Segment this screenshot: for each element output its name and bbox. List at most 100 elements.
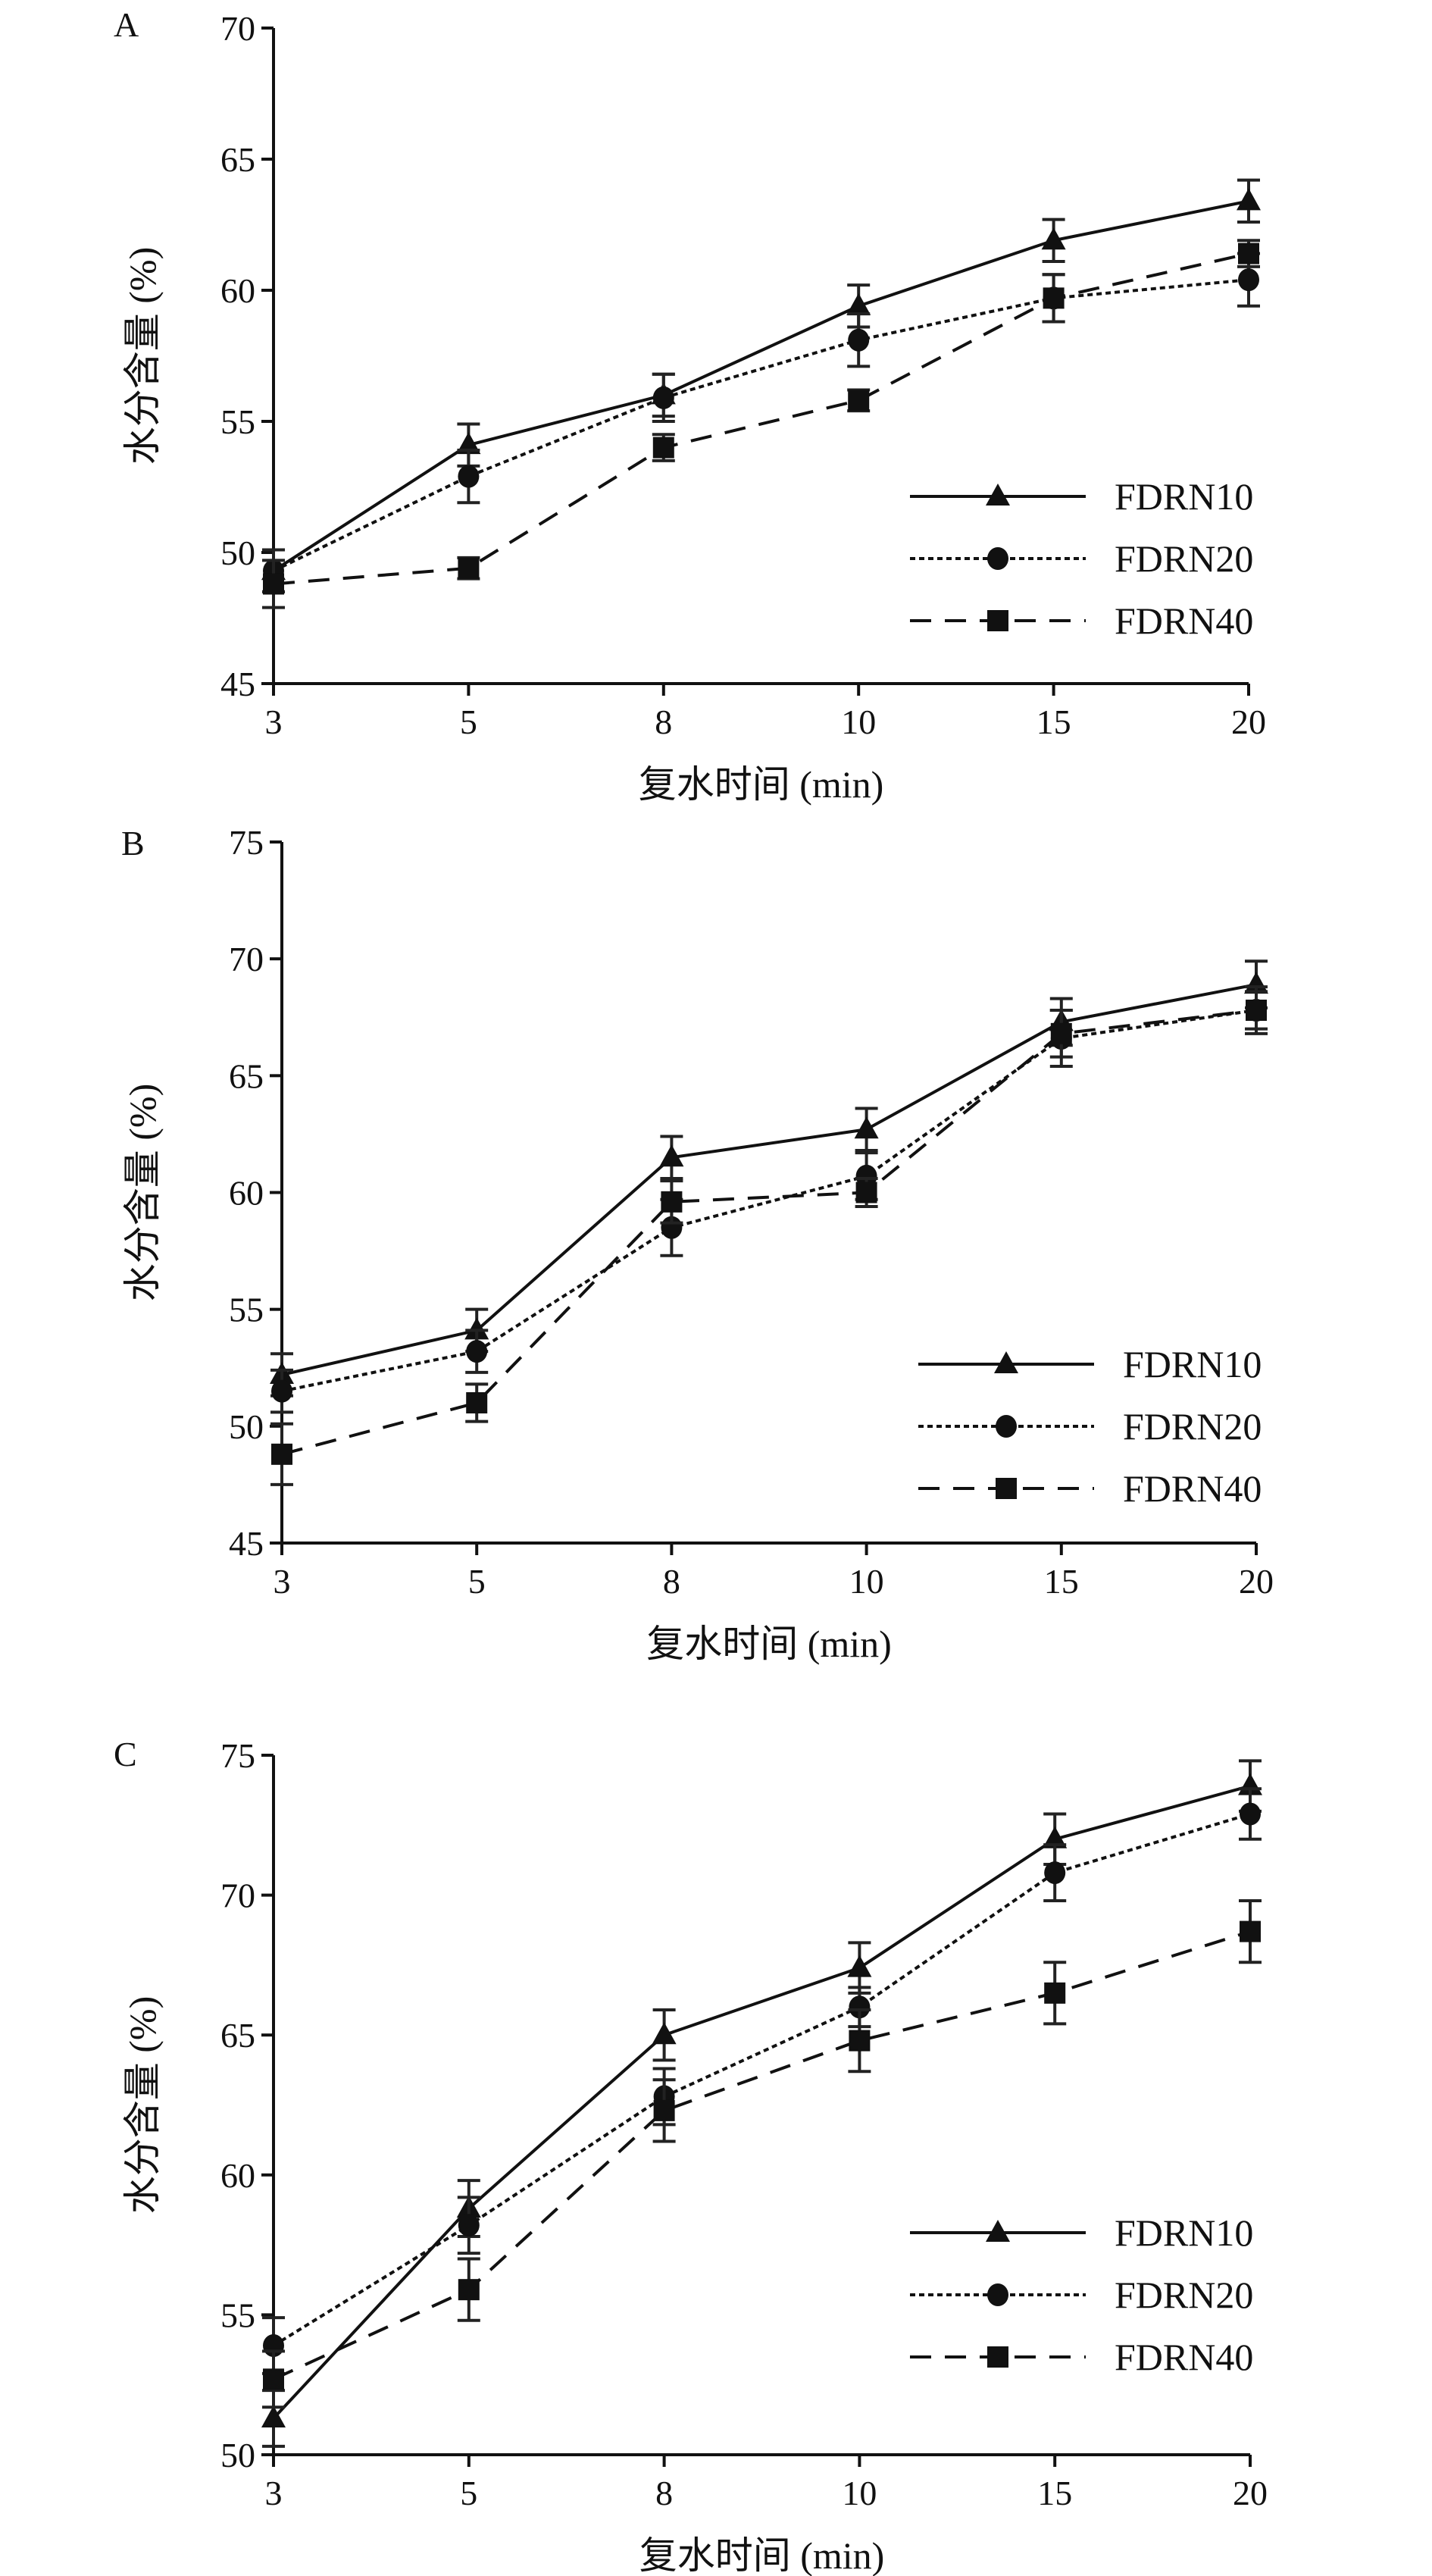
legend-marker (987, 547, 1008, 570)
series-line (281, 1009, 1257, 1393)
y-tick-label: 45 (220, 665, 255, 703)
y-tick-label: 60 (220, 271, 255, 310)
legend-marker (996, 1478, 1017, 1499)
data-point (1237, 188, 1261, 211)
legend-label: FDRN10 (1123, 1343, 1262, 1385)
legend-marker (987, 2346, 1008, 2368)
data-point (855, 1164, 877, 1188)
y-tick-label: 70 (220, 1876, 255, 1915)
y-tick-label: 65 (220, 2016, 255, 2055)
x-tick-label: 15 (1037, 2474, 1072, 2512)
series-fdrn40 (270, 990, 1268, 1486)
x-tick-label: 5 (460, 2474, 477, 2512)
y-tick-label: 55 (220, 2296, 255, 2334)
data-point (456, 432, 481, 455)
series-line (273, 278, 1249, 573)
series-fdrn20 (262, 1787, 1262, 2375)
chart-panel-b: B 45 50 55 60 65 70 75 3 5 8 10 15 20 复水时间 (min) 水分含量 (… (121, 823, 1274, 1665)
data-point (458, 2214, 480, 2237)
data-point (1240, 1802, 1261, 1826)
data-point (652, 437, 674, 459)
y-tick-label: 70 (220, 9, 255, 48)
legend-label: FDRN10 (1115, 2211, 1253, 2254)
data-point (855, 1182, 877, 1203)
series-line (272, 1784, 1251, 2420)
legend-marker (986, 484, 1010, 505)
y-tick-label: 50 (220, 2436, 255, 2474)
data-point (661, 1191, 683, 1213)
legend: FDRN10 FDRN20 FDRN40 (910, 475, 1253, 642)
series-line (273, 1930, 1251, 2381)
legend-label: FDRN40 (1115, 2336, 1253, 2378)
y-axis-label: 水分含量 (%) (121, 1084, 164, 1301)
y-tick-label: 55 (220, 402, 255, 441)
data-point (466, 1392, 488, 1413)
data-point (271, 1379, 292, 1403)
data-point (458, 465, 480, 488)
data-point (848, 328, 870, 352)
legend-label: FDRN40 (1123, 1467, 1262, 1510)
x-tick-label: 3 (265, 2474, 283, 2512)
data-point (847, 1955, 872, 1977)
y-axis-label: 水分含量 (%) (121, 247, 164, 465)
y-axis-label: 水分含量 (%) (121, 1996, 164, 2214)
data-point (1041, 227, 1066, 250)
data-point (261, 2405, 286, 2428)
series-line (281, 1009, 1257, 1456)
data-point (1043, 1826, 1068, 1848)
y-tick-label: 55 (229, 1291, 264, 1329)
legend-label: FDRN20 (1123, 1405, 1262, 1448)
y-tick-label: 70 (229, 940, 264, 978)
data-point (1044, 1982, 1066, 2004)
x-tick-label: 10 (841, 703, 876, 741)
y-tick-label: 60 (220, 2156, 255, 2195)
x-tick-label: 15 (1036, 703, 1071, 741)
series-line (281, 983, 1257, 1376)
x-tick-label: 5 (468, 1562, 486, 1601)
y-tick-label: 50 (220, 534, 255, 572)
legend-marker (987, 2283, 1008, 2306)
series-fdrn40 (262, 239, 1260, 609)
chart-panel-a: A 45 50 55 60 65 70 3 5 8 10 15 20 复水时间 (min) 水分含量 (%)… (114, 5, 1266, 806)
x-tick-label: 3 (265, 703, 283, 741)
y-tick-label: 65 (229, 1056, 264, 1095)
x-tick-label: 8 (663, 1562, 680, 1601)
data-point (1050, 1022, 1072, 1044)
legend-label: FDRN40 (1115, 599, 1253, 642)
x-tick-label: 5 (460, 703, 477, 741)
data-point (263, 573, 284, 595)
x-tick-label: 20 (1239, 1562, 1274, 1601)
legend-marker (996, 1415, 1017, 1438)
data-point (849, 1995, 871, 2019)
x-tick-label: 3 (274, 1562, 291, 1601)
legend-marker (986, 2220, 1010, 2242)
x-axis-label: 复水时间 (min) (646, 1623, 892, 1665)
y-tick-label: 45 (229, 1524, 264, 1563)
data-point (849, 2030, 871, 2052)
data-point (1246, 1000, 1267, 1021)
data-point (464, 1317, 489, 1340)
x-tick-label: 15 (1044, 1562, 1079, 1601)
panel-label: C (114, 1735, 137, 1773)
x-axis-label: 复水时间 (min) (639, 763, 884, 806)
data-point (659, 1144, 684, 1167)
data-point (1238, 268, 1259, 292)
legend-label: FDRN20 (1115, 2274, 1253, 2316)
data-point (1043, 287, 1065, 309)
data-point (1240, 1920, 1261, 1942)
series-fdrn10 (261, 1759, 1262, 2448)
legend-marker (987, 610, 1008, 631)
series-line (273, 252, 1249, 586)
x-tick-label: 8 (655, 703, 672, 741)
series-line (272, 1812, 1251, 2347)
series-fdrn10 (261, 178, 1261, 593)
x-tick-label: 10 (849, 1562, 884, 1601)
series-line (272, 199, 1249, 572)
x-tick-label: 20 (1233, 2474, 1268, 2512)
y-tick-label: 60 (229, 1174, 264, 1213)
y-tick-label: 75 (220, 1736, 255, 1775)
data-point (846, 293, 871, 315)
data-point (854, 1116, 879, 1139)
series-fdrn20 (270, 985, 1268, 1414)
